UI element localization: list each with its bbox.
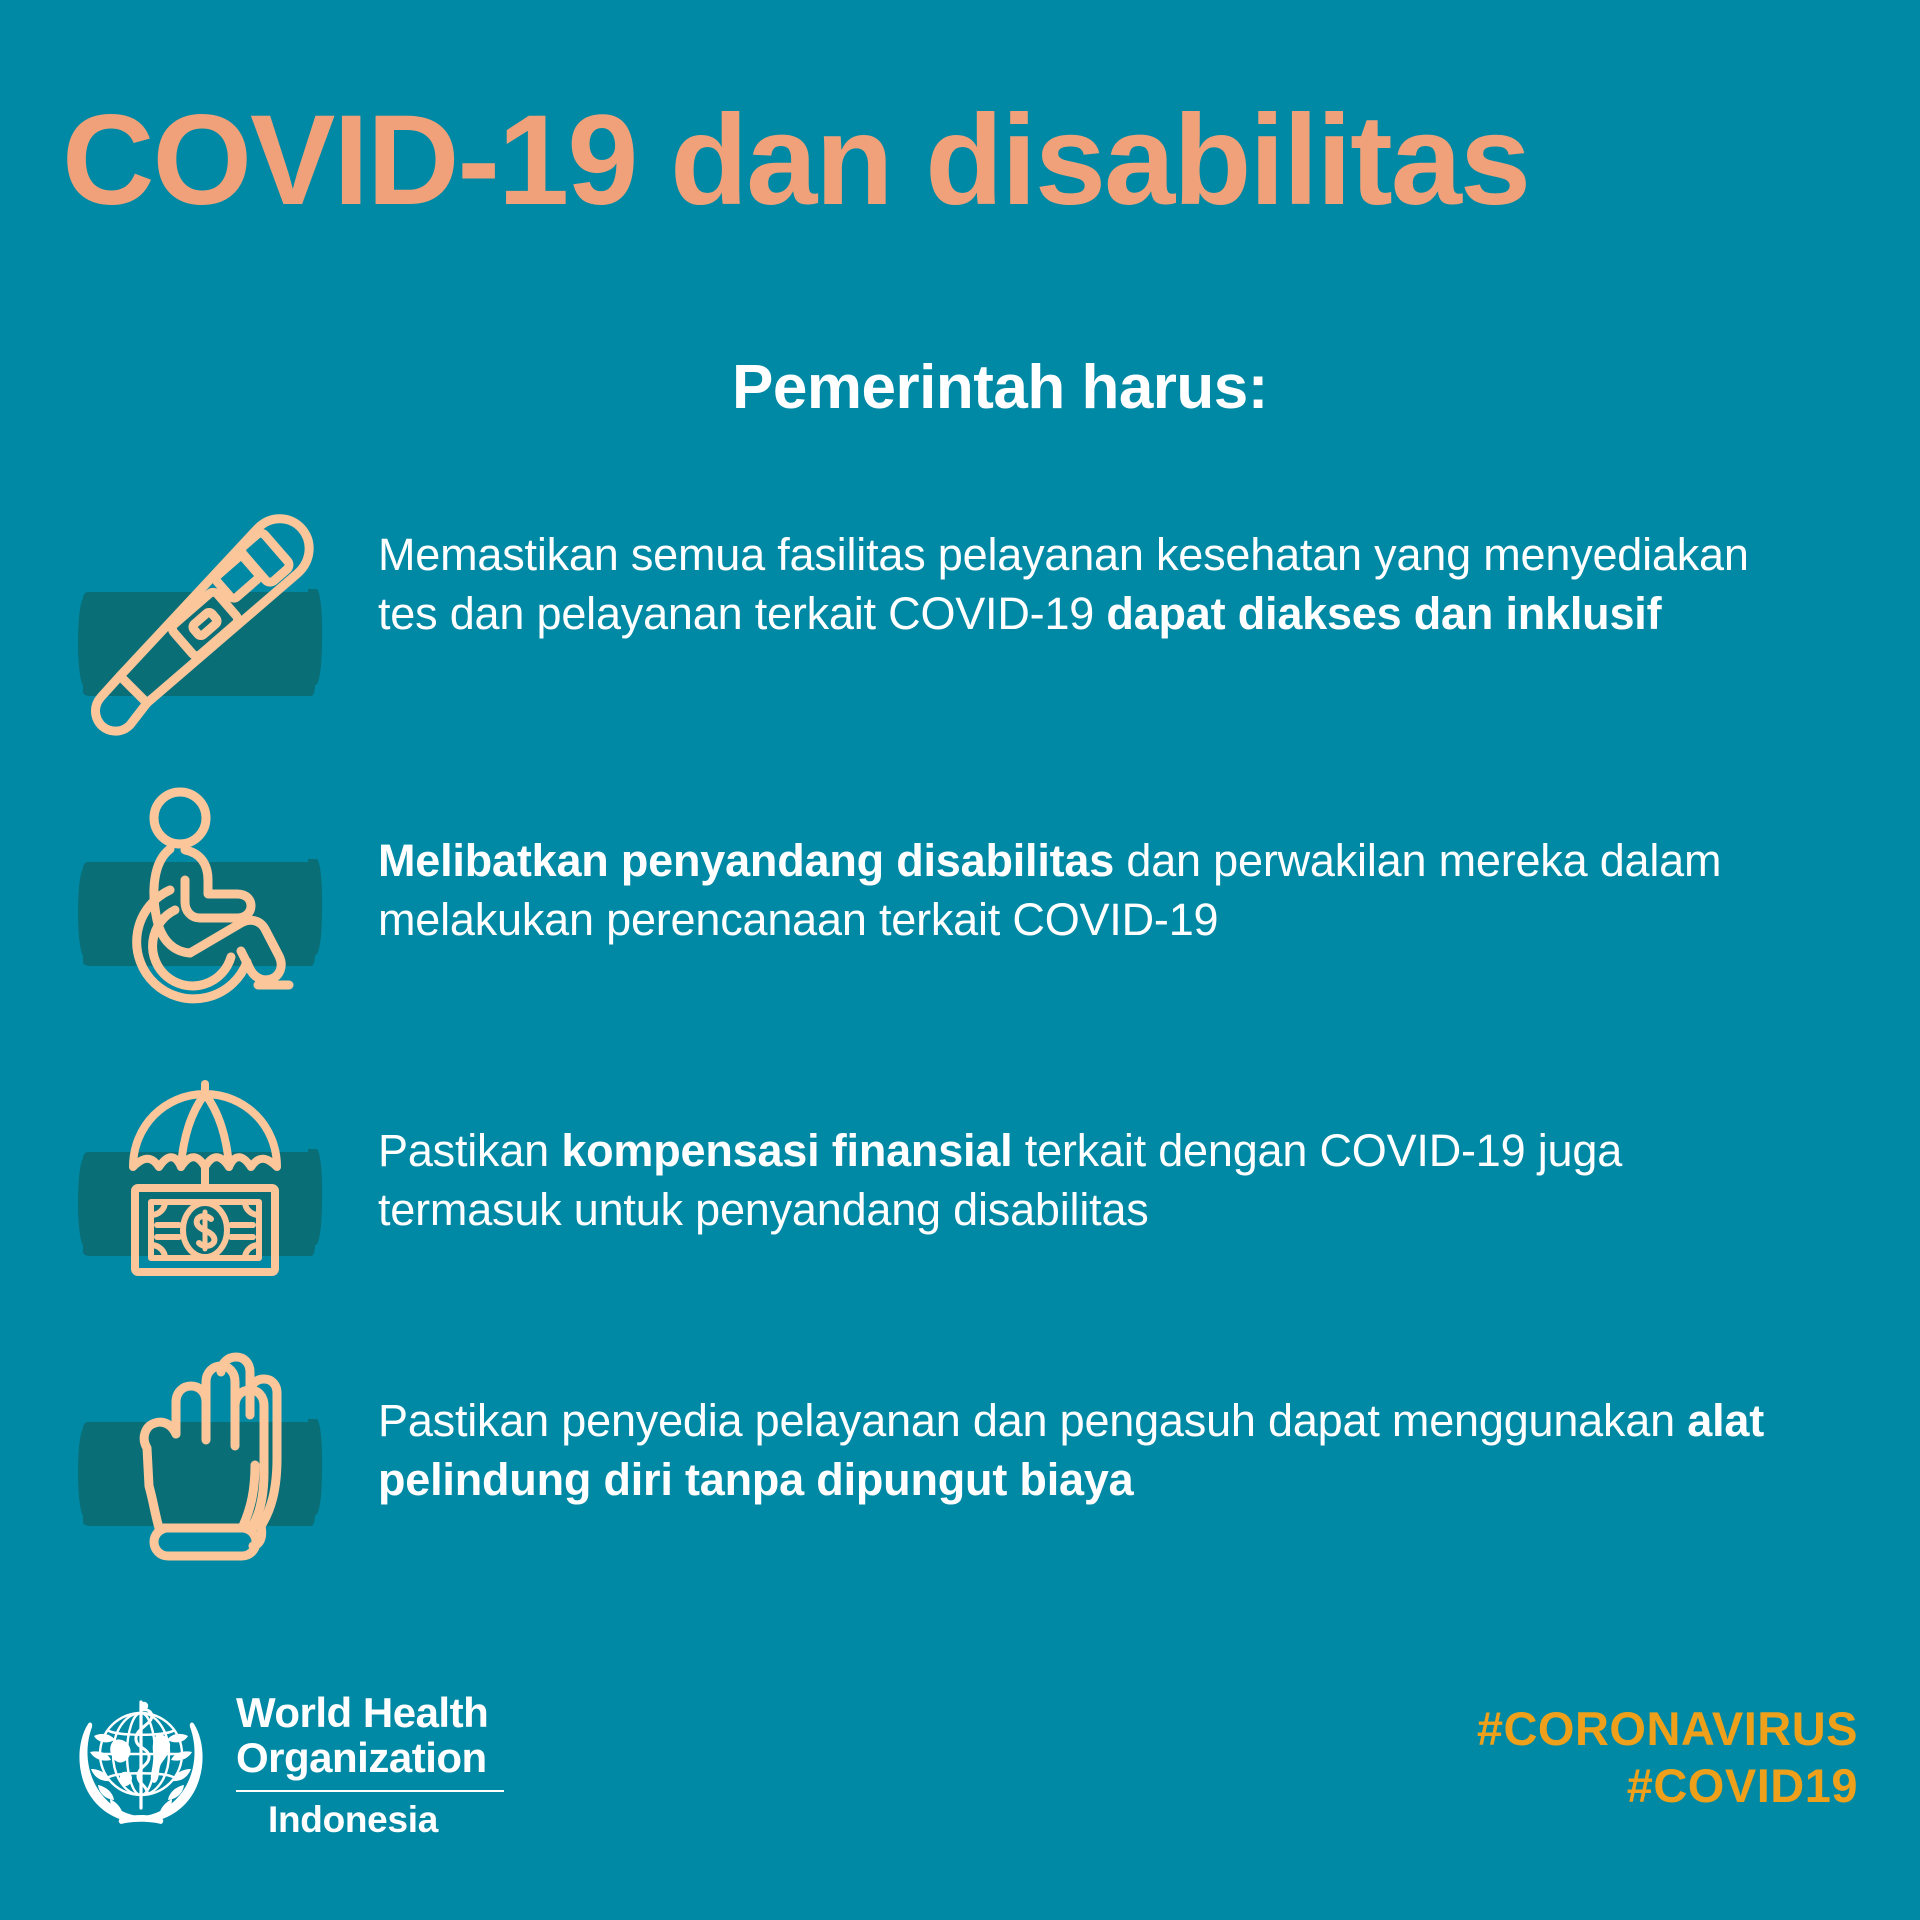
icon-container-wheelchair — [75, 770, 335, 1010]
list-item: Pastikan penyedia pelayanan dan pengasuh… — [0, 1330, 1920, 1570]
list-item-text: Melibatkan penyandang disabilitas dan pe… — [378, 832, 1798, 949]
hashtag-coronavirus: #CORONAVIRUS — [1476, 1702, 1858, 1755]
who-logo: World Health Organization Indonesia — [66, 1688, 536, 1878]
text-segment: dan perwakilan mereka dalam melakukan pe… — [378, 835, 1722, 945]
thermometer-icon — [91, 514, 314, 736]
who-country-label: Indonesia — [268, 1798, 438, 1840]
list-item: Pastikan kompensasi finansial terkait de… — [0, 1060, 1920, 1300]
gloves-icon — [139, 1352, 282, 1561]
text-segment-bold: Melibatkan penyandang disabilitas — [378, 835, 1115, 886]
wheelchair-icon — [132, 787, 294, 1004]
list-item-text: Pastikan kompensasi finansial terkait de… — [378, 1122, 1798, 1239]
icon-container-gloves — [75, 1330, 335, 1570]
text-segment-bold: kompensasi finansial — [561, 1125, 1013, 1176]
text-segment-bold: alat pelindung diri tanpa dipungut biaya — [378, 1395, 1765, 1505]
page-title: COVID-19 dan disabilitas — [62, 89, 1531, 232]
divider — [236, 1789, 504, 1792]
umbrella-money-icon — [129, 1080, 281, 1276]
list-item-text: Pastikan penyedia pelayanan dan pengasuh… — [378, 1392, 1798, 1509]
list-item: Melibatkan penyandang disabilitas dan pe… — [0, 770, 1920, 1010]
text-segment: Pastikan penyedia pelayanan dan pengasuh… — [378, 1395, 1688, 1446]
list-item: Memastikan semua fasilitas pelayanan kes… — [0, 500, 1920, 740]
icon-container-umbrella-money — [75, 1060, 335, 1300]
text-segment-bold: dapat diakses dan inklusif — [1106, 587, 1662, 639]
text-segment: Pastikan — [378, 1125, 562, 1176]
hashtag-group: #CORONAVIRUS #COVID19 — [1477, 1700, 1858, 1815]
who-org-line-1: World Health — [236, 1689, 489, 1736]
text-segment: terkait dengan COVID-19 juga termasuk un… — [378, 1125, 1623, 1235]
who-org-line-2: Organization — [236, 1734, 487, 1782]
icon-container-thermometer — [75, 500, 335, 740]
text-segment: Memastikan semua fasilitas pelayanan kes… — [378, 529, 1749, 639]
hashtag-covid19: #COVID19 — [1626, 1759, 1858, 1813]
section-heading: Pemerintah harus: — [732, 353, 1268, 422]
list-item-text: Memastikan semua fasilitas pelayanan kes… — [378, 526, 1798, 643]
who-emblem-icon — [79, 1700, 203, 1824]
who-wordmark: World Health Organization Indonesia — [236, 1690, 516, 1841]
